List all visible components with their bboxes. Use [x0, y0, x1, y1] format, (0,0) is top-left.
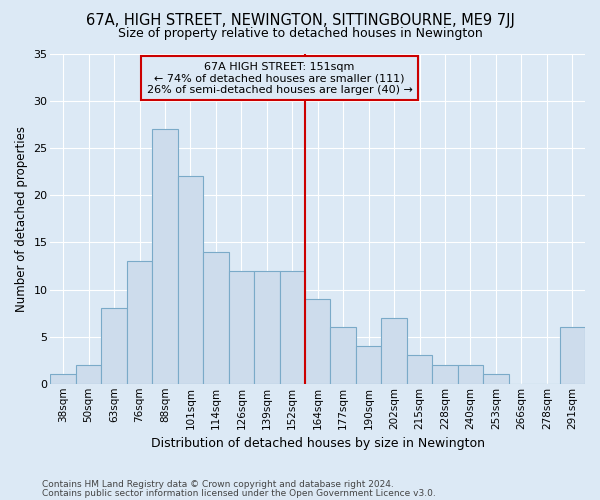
Bar: [305, 299, 331, 384]
Text: Size of property relative to detached houses in Newington: Size of property relative to detached ho…: [118, 28, 482, 40]
Bar: [356, 346, 382, 384]
Bar: [152, 130, 178, 384]
Text: Contains public sector information licensed under the Open Government Licence v3: Contains public sector information licen…: [42, 490, 436, 498]
Bar: [127, 262, 152, 384]
Bar: [560, 327, 585, 384]
X-axis label: Distribution of detached houses by size in Newington: Distribution of detached houses by size …: [151, 437, 485, 450]
Y-axis label: Number of detached properties: Number of detached properties: [15, 126, 28, 312]
Bar: [76, 365, 101, 384]
Bar: [101, 308, 127, 384]
Text: 67A HIGH STREET: 151sqm
← 74% of detached houses are smaller (111)
26% of semi-d: 67A HIGH STREET: 151sqm ← 74% of detache…: [146, 62, 412, 94]
Bar: [229, 270, 254, 384]
Bar: [382, 318, 407, 384]
Bar: [331, 327, 356, 384]
Bar: [483, 374, 509, 384]
Text: 67A, HIGH STREET, NEWINGTON, SITTINGBOURNE, ME9 7JJ: 67A, HIGH STREET, NEWINGTON, SITTINGBOUR…: [86, 12, 514, 28]
Bar: [254, 270, 280, 384]
Bar: [50, 374, 76, 384]
Text: Contains HM Land Registry data © Crown copyright and database right 2024.: Contains HM Land Registry data © Crown c…: [42, 480, 394, 489]
Bar: [432, 365, 458, 384]
Bar: [203, 252, 229, 384]
Bar: [280, 270, 305, 384]
Bar: [178, 176, 203, 384]
Bar: [458, 365, 483, 384]
Bar: [407, 356, 432, 384]
